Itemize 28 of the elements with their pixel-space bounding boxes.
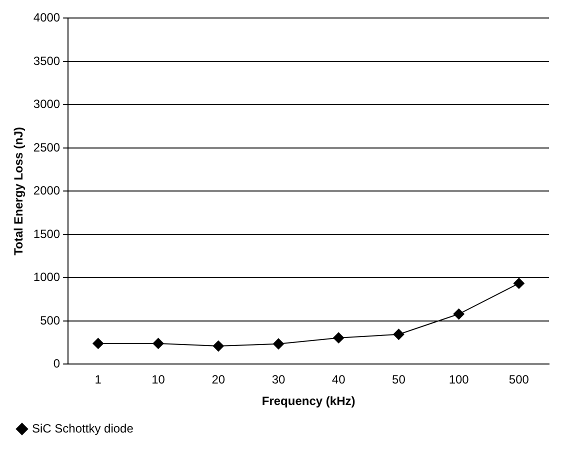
point bbox=[212, 340, 224, 352]
legend-label: SiC Schottky diode bbox=[32, 421, 134, 436]
x-tick-label: 40 bbox=[332, 372, 346, 387]
y-tick-label: 3500 bbox=[33, 54, 60, 68]
y-tick-label: 1000 bbox=[33, 270, 60, 284]
y-tick-label: 4000 bbox=[33, 10, 60, 25]
point bbox=[152, 338, 164, 349]
y-tick-label: 500 bbox=[40, 313, 60, 328]
x-tick-label: 20 bbox=[212, 372, 226, 387]
point bbox=[453, 308, 464, 320]
x-tick-label: 1 bbox=[94, 372, 102, 387]
x-tick-label: 50 bbox=[392, 372, 406, 387]
y-axis-title: Total Energy Loss (nJ) bbox=[12, 126, 26, 256]
y-tick-label: 1500 bbox=[33, 226, 60, 241]
point bbox=[393, 328, 404, 340]
x-axis-title: Frequency (kHz) bbox=[262, 394, 356, 408]
y-tick-label: 0 bbox=[53, 356, 60, 371]
y-tick-label: 3000 bbox=[33, 97, 60, 112]
x-tick-label: 500 bbox=[508, 372, 530, 387]
y-tick-label: 2000 bbox=[33, 184, 60, 198]
point bbox=[92, 338, 104, 349]
point bbox=[513, 278, 524, 289]
x-tick-label: 100 bbox=[448, 372, 470, 387]
y-tick-label: 2500 bbox=[33, 140, 60, 154]
x-tick-label: 30 bbox=[272, 372, 286, 387]
x-tick-label: 10 bbox=[152, 372, 166, 387]
point bbox=[272, 338, 284, 350]
point bbox=[333, 332, 344, 344]
